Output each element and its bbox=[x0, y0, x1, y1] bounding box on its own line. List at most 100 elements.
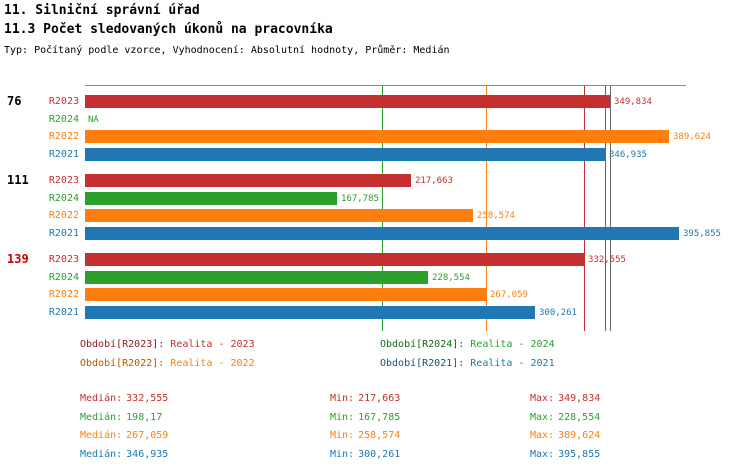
stats-table: Medián: 332,555 Min: 217,663 Max: 349,834 M… bbox=[0, 393, 750, 467]
series-label: R2023 bbox=[48, 254, 79, 265]
stat-label: Medián: bbox=[80, 448, 123, 460]
series-label: R2024 bbox=[48, 271, 79, 283]
bar-r2021-111 bbox=[85, 226, 679, 240]
legend-item-r2023: Období[R2023]: Realita - 2023 bbox=[80, 339, 255, 350]
bar-r2024-111 bbox=[85, 191, 337, 205]
stat-median: Medián: 346,935 bbox=[80, 449, 168, 460]
stat-label: Min: bbox=[330, 448, 355, 460]
chart-title: 11.3 Počet sledovaných úkonů na pracovní… bbox=[4, 22, 333, 37]
bar-row: R2022 267,059 bbox=[49, 286, 686, 304]
series-label: R2021 bbox=[48, 148, 79, 160]
stat-label: Min: bbox=[330, 430, 355, 441]
stat-value: 300,261 bbox=[358, 448, 401, 460]
legend: Období[R2023]: Realita - 2023 Období[R202… bbox=[0, 339, 750, 379]
legend-item-r2024: Období[R2024]: Realita - 2024 bbox=[380, 339, 555, 350]
stat-label: Max: bbox=[530, 393, 555, 404]
series-label: R2022 bbox=[48, 131, 79, 142]
group-label-111: 111 bbox=[7, 173, 29, 187]
stat-max: Max: 389,624 bbox=[530, 430, 600, 441]
stat-value: 267,059 bbox=[126, 430, 169, 441]
bar-r2022-111 bbox=[85, 209, 473, 222]
stat-label: Medián: bbox=[80, 411, 123, 423]
bar-r2022-139 bbox=[85, 288, 486, 301]
stat-value: 258,574 bbox=[358, 430, 401, 441]
bar-value-label: 267,059 bbox=[490, 290, 528, 300]
group-label-139: 139 bbox=[7, 252, 29, 266]
stat-min: Min: 167,785 bbox=[330, 412, 400, 423]
bar-value-label: 167,785 bbox=[341, 193, 379, 204]
stats-row-r2024: Medián: 198,17 Min: 167,785 Max: 228,554 bbox=[0, 412, 750, 431]
stat-value: 217,663 bbox=[358, 393, 401, 404]
bar-value-label: 389,624 bbox=[673, 132, 711, 142]
legend-label: Období[R2023]: bbox=[80, 339, 165, 350]
bar-row: R2023 349,834 bbox=[49, 93, 686, 111]
bar-row: R2024 167,785 bbox=[49, 190, 686, 208]
stats-row-r2023: Medián: 332,555 Min: 217,663 Max: 349,834 bbox=[0, 393, 750, 412]
legend-value: Realita - 2022 bbox=[170, 358, 255, 369]
bar-value-label: 349,834 bbox=[614, 97, 652, 107]
bar-value-label: NA bbox=[88, 114, 99, 125]
legend-label: Období[R2021]: bbox=[380, 358, 465, 369]
stat-median: Medián: 332,555 bbox=[80, 393, 168, 404]
bar-r2021-76 bbox=[85, 147, 605, 161]
stat-median: Medián: 267,059 bbox=[80, 430, 168, 441]
bar-value-label: 228,554 bbox=[432, 272, 470, 283]
series-label: R2023 bbox=[48, 175, 79, 186]
stat-value: 198,17 bbox=[126, 411, 163, 423]
series-label: R2022 bbox=[48, 289, 79, 300]
legend-label: Období[R2024]: bbox=[380, 339, 465, 350]
bar-value-label: 217,663 bbox=[415, 176, 453, 186]
stat-label: Max: bbox=[530, 430, 555, 441]
bar-group-139: 139 R2023 332,555 R2024 228,554 R2022 267,059 R… bbox=[7, 251, 686, 321]
bar-r2023-111 bbox=[85, 174, 411, 187]
stat-min: Min: 258,574 bbox=[330, 430, 400, 441]
bar-row: R2021 395,855 bbox=[49, 225, 721, 243]
bar-r2023-76 bbox=[85, 95, 610, 108]
stat-value: 167,785 bbox=[358, 411, 401, 423]
bar-row: R2023 217,663 bbox=[49, 172, 686, 190]
stat-label: Max: bbox=[530, 448, 555, 460]
bar-r2022-76 bbox=[85, 130, 669, 143]
series-label: R2023 bbox=[48, 96, 79, 107]
stat-max: Max: 349,834 bbox=[530, 393, 600, 404]
stat-value: 346,935 bbox=[126, 448, 169, 460]
bar-r2023-139 bbox=[85, 253, 584, 266]
bar-value-label: 332,555 bbox=[588, 255, 626, 265]
stat-label: Min: bbox=[330, 411, 355, 423]
bar-row: R2023 332,555 bbox=[49, 251, 686, 269]
legend-value: Realita - 2024 bbox=[470, 339, 555, 350]
series-label: R2024 bbox=[48, 113, 79, 125]
stat-value: 389,624 bbox=[558, 430, 601, 441]
legend-value: Realita - 2023 bbox=[170, 339, 255, 350]
chart-groups: 76 R2023 349,834 R2024 NA R2022 389,624 R2021 34… bbox=[7, 93, 721, 321]
series-label: R2021 bbox=[48, 227, 79, 239]
stat-value: 395,855 bbox=[558, 448, 601, 460]
bar-group-111: 111 R2023 217,663 R2024 167,785 R2022 258,574 R… bbox=[7, 172, 721, 243]
bar-r2024-139 bbox=[85, 270, 428, 284]
bar-group-76: 76 R2023 349,834 R2024 NA R2022 389,624 R2021 34… bbox=[7, 93, 711, 163]
bar-row: R2022 258,574 bbox=[49, 207, 686, 225]
stat-max: Max: 395,855 bbox=[530, 449, 600, 460]
bar-chart: 76 R2023 349,834 R2024 NA R2022 389,624 R2021 34… bbox=[7, 85, 721, 331]
series-label: R2022 bbox=[48, 210, 79, 221]
legend-value: Realita - 2021 bbox=[470, 358, 555, 369]
stat-label: Max: bbox=[530, 411, 555, 423]
bar-value-label: 300,261 bbox=[539, 307, 577, 318]
stats-row-r2021: Medián: 346,935 Min: 300,261 Max: 395,855 bbox=[0, 449, 750, 468]
report-section-title: 11. Silniční správní úřad bbox=[4, 3, 200, 18]
stat-min: Min: 217,663 bbox=[330, 393, 400, 404]
bar-row: R2024 NA bbox=[49, 111, 686, 129]
bar-row: R2024 228,554 bbox=[49, 269, 686, 287]
stat-label: Min: bbox=[330, 393, 355, 404]
bar-r2021-139 bbox=[85, 305, 535, 319]
legend-item-r2021: Období[R2021]: Realita - 2021 bbox=[380, 358, 555, 369]
legend-item-r2022: Období[R2022]: Realita - 2022 bbox=[80, 358, 255, 369]
chart-subtitle: Typ: Počítaný podle vzorce, Vyhodnocení:… bbox=[4, 45, 450, 56]
bar-value-label: 346,935 bbox=[609, 149, 647, 160]
stat-label: Medián: bbox=[80, 393, 123, 404]
series-label: R2024 bbox=[48, 192, 79, 204]
bar-value-label: 395,855 bbox=[683, 228, 721, 239]
bar-value-label: 258,574 bbox=[477, 211, 515, 221]
stat-min: Min: 300,261 bbox=[330, 449, 400, 460]
stat-max: Max: 228,554 bbox=[530, 412, 600, 423]
